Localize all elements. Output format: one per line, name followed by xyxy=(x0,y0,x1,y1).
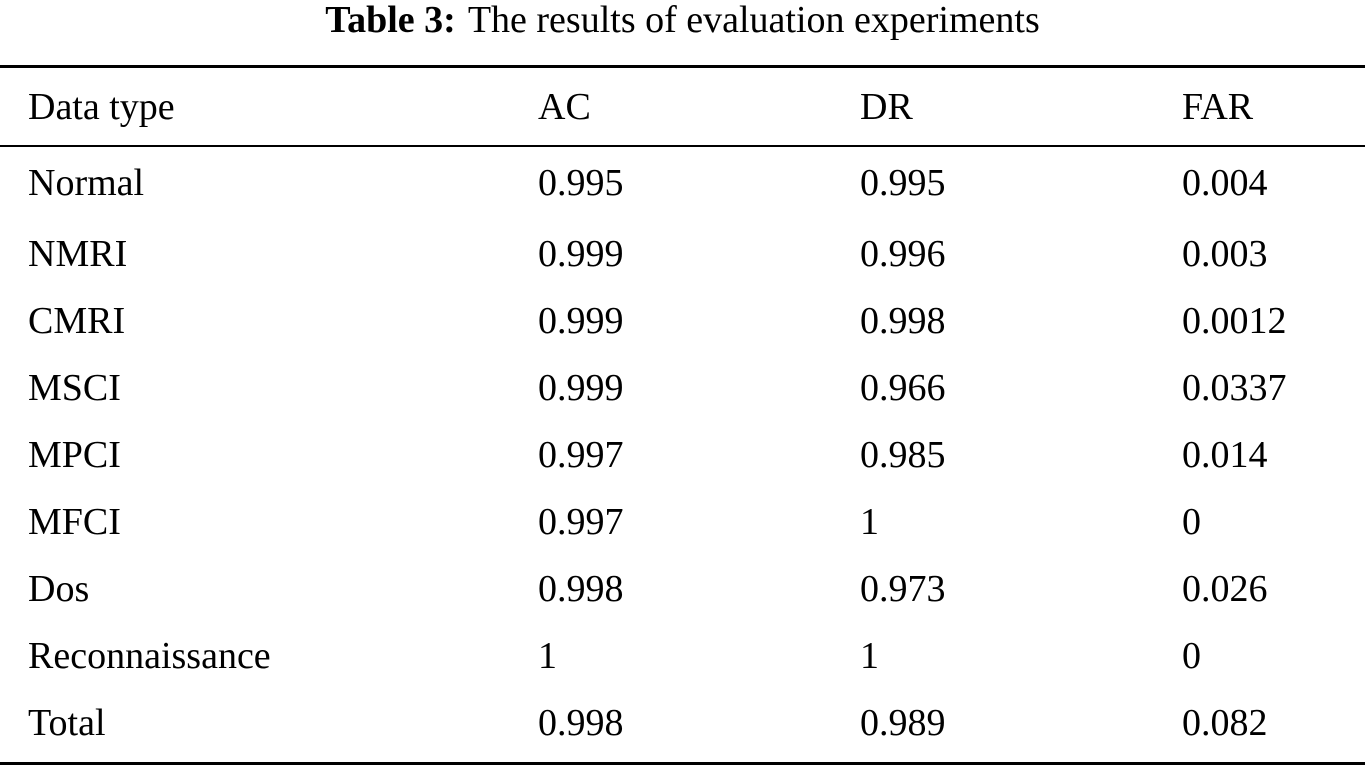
cell-ac: 0.998 xyxy=(538,701,624,744)
cell-far: 0.026 xyxy=(1182,567,1268,610)
cell-dr: 1 xyxy=(860,634,879,677)
cell-dr: 0.989 xyxy=(860,701,946,744)
table-row: MPCI 0.997 0.985 0.014 xyxy=(0,421,1365,488)
cell-dr: 0.973 xyxy=(860,567,946,610)
cell-ac: 1 xyxy=(538,634,557,677)
table-row: MFCI 0.997 1 0 xyxy=(0,488,1365,555)
cell-far: 0 xyxy=(1182,634,1201,677)
table-caption: Table 3: The results of evaluation experi… xyxy=(0,0,1365,48)
table-row: MSCI 0.999 0.966 0.0337 xyxy=(0,354,1365,421)
table-row: Dos 0.998 0.973 0.026 xyxy=(0,555,1365,622)
table-row: Reconnaissance 1 1 0 xyxy=(0,622,1365,689)
cell-ac: 0.999 xyxy=(538,299,624,342)
cell-ac: 0.995 xyxy=(538,162,624,204)
table-caption-label: Table 3: xyxy=(325,0,456,41)
cell-data-type: Total xyxy=(28,701,106,744)
cell-data-type: MFCI xyxy=(28,500,121,543)
cell-dr: 0.966 xyxy=(860,366,946,409)
cell-dr: 1 xyxy=(860,500,879,543)
column-header-dr: DR xyxy=(860,86,913,128)
cell-far: 0.082 xyxy=(1182,701,1268,744)
table-top-rule xyxy=(0,65,1365,68)
cell-data-type: MSCI xyxy=(28,366,121,409)
cell-far: 0.014 xyxy=(1182,433,1268,476)
cell-data-type: Reconnaissance xyxy=(28,634,271,677)
table-bottom-rule xyxy=(0,762,1365,765)
cell-far: 0.0012 xyxy=(1182,299,1287,342)
table-row: CMRI 0.999 0.998 0.0012 xyxy=(0,287,1365,354)
table-row: NMRI 0.999 0.996 0.003 xyxy=(0,220,1365,287)
cell-data-type: CMRI xyxy=(28,299,126,342)
cell-data-type: NMRI xyxy=(28,232,128,275)
cell-ac: 0.997 xyxy=(538,433,624,476)
table-row: Total 0.998 0.989 0.082 xyxy=(0,689,1365,756)
cell-far: 0.0337 xyxy=(1182,366,1287,409)
cell-ac: 0.999 xyxy=(538,232,624,275)
table-header-rule xyxy=(0,145,1365,147)
table-row: Normal 0.995 0.995 0.004 xyxy=(0,146,1365,220)
column-header-ac: AC xyxy=(538,86,591,128)
table-caption-text: The results of evaluation experiments xyxy=(467,0,1040,41)
cell-dr: 0.985 xyxy=(860,433,946,476)
cell-dr: 0.996 xyxy=(860,232,946,275)
cell-ac: 0.997 xyxy=(538,500,624,543)
cell-ac: 0.998 xyxy=(538,567,624,610)
column-header-data-type: Data type xyxy=(28,86,175,128)
cell-far: 0.004 xyxy=(1182,162,1268,204)
results-table: Data type AC DR FAR Normal 0.995 0.995 0… xyxy=(0,68,1365,756)
cell-far: 0 xyxy=(1182,500,1201,543)
column-header-far: FAR xyxy=(1182,86,1254,128)
cell-dr: 0.995 xyxy=(860,162,946,204)
cell-data-type: MPCI xyxy=(28,433,121,476)
cell-ac: 0.999 xyxy=(538,366,624,409)
cell-data-type: Dos xyxy=(28,567,90,610)
cell-data-type: Normal xyxy=(28,162,145,204)
cell-far: 0.003 xyxy=(1182,232,1268,275)
table-header-row: Data type AC DR FAR xyxy=(0,68,1365,146)
cell-dr: 0.998 xyxy=(860,299,946,342)
